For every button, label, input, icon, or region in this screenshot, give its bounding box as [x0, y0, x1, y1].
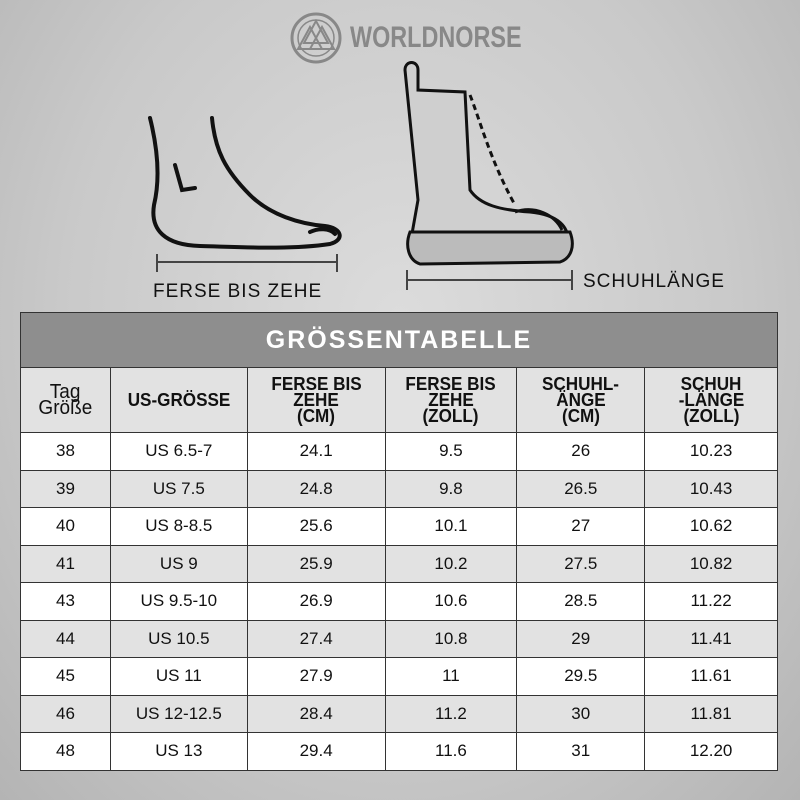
table-row: 48 US 13 29.4 11.6 31 12.20	[20, 732, 778, 771]
column-header: FERSE BIS ZEHE (CM)	[246, 367, 386, 433]
table-cell: 24.8	[246, 469, 386, 508]
table-cell: US 6.5-7	[109, 432, 248, 471]
table-cell: US 9.5-10	[109, 582, 248, 621]
column-header-line: FERSE BIS	[405, 374, 497, 394]
table-cell: 11.6	[384, 732, 518, 771]
table-cell: 11.41	[644, 619, 778, 658]
table-cell: 27.4	[246, 619, 386, 658]
valknut-logo-icon	[290, 12, 342, 64]
table-cell: 10.1	[384, 507, 518, 546]
column-header: FERSE BIS ZEHE (ZOLL)	[384, 367, 518, 433]
table-row: 43 US 9.5-10 26.9 10.6 28.5 11.22	[20, 582, 778, 621]
table-header-row: Tag Größe US-GRÖSSE FERSE BIS ZEHE (CM) FERSE …	[20, 367, 778, 433]
table-cell: 25.6	[246, 507, 386, 546]
table-cell: 10.82	[644, 544, 778, 583]
table-cell: 12.20	[644, 732, 778, 771]
table-cell: 27.9	[246, 657, 386, 696]
column-header-line: ZEHE	[428, 390, 474, 410]
table-cell: 10.23	[644, 432, 778, 471]
foot-label: FERSE BIS ZEHE	[153, 281, 323, 302]
column-header-line: ÄNGE	[556, 390, 606, 410]
table-cell: 10.6	[384, 582, 518, 621]
table-row: 46 US 12-12.5 28.4 11.2 30 11.81	[20, 694, 778, 733]
brand-name: WORLDNORSE	[350, 21, 522, 54]
table-cell: 26	[516, 432, 646, 471]
column-header: US-GRÖSSE	[109, 367, 248, 433]
size-table: GRÖSSENTABELLE Tag Größe US-GRÖSSE FERSE BI…	[20, 312, 778, 771]
table-cell: US 13	[109, 732, 248, 771]
table-cell: 39	[20, 469, 111, 508]
foot-icon	[148, 116, 342, 250]
table-row: 45 US 11 27.9 11 29.5 11.61	[20, 657, 778, 696]
table-cell: 25.9	[246, 544, 386, 583]
foot-measure-line	[156, 254, 338, 272]
column-header: Tag Größe	[20, 367, 111, 433]
table-cell: 43	[20, 582, 111, 621]
table-cell: US 10.5	[109, 619, 248, 658]
table-cell: 11.2	[384, 694, 518, 733]
table-cell: 10.62	[644, 507, 778, 546]
column-header-line: SCHUH	[680, 374, 742, 394]
column-header-line: Größe	[38, 397, 93, 419]
table-cell: 11.81	[644, 694, 778, 733]
table-cell: 11.61	[644, 657, 778, 696]
table-cell: 26.5	[516, 469, 646, 508]
table-cell: 24.1	[246, 432, 386, 471]
column-header: SCHUHL- ÄNGE (CM)	[516, 367, 646, 433]
table-row: 38 US 6.5-7 24.1 9.5 26 10.23	[20, 432, 778, 471]
table-cell: 26.9	[246, 582, 386, 621]
table-cell: 10.43	[644, 469, 778, 508]
table-cell: US 7.5	[109, 469, 248, 508]
table-cell: 45	[20, 657, 111, 696]
table-row: 41 US 9 25.9 10.2 27.5 10.82	[20, 544, 778, 583]
table-cell: 9.8	[384, 469, 518, 508]
table-cell: 27	[516, 507, 646, 546]
column-header-line: ZEHE	[293, 390, 339, 410]
table-cell: US 11	[109, 657, 248, 696]
table-cell: 48	[20, 732, 111, 771]
table-cell: 27.5	[516, 544, 646, 583]
boot-icon	[403, 61, 574, 266]
table-cell: 41	[20, 544, 111, 583]
table-cell: 44	[20, 619, 111, 658]
column-header-line: SCHUHL-	[542, 374, 620, 394]
table-cell: 10.8	[384, 619, 518, 658]
table-cell: 11	[384, 657, 518, 696]
table-cell: 38	[20, 432, 111, 471]
table-cell: 29.4	[246, 732, 386, 771]
table-cell: 46	[20, 694, 111, 733]
table-cell: US 12-12.5	[109, 694, 248, 733]
column-header-line: US-GRÖSSE	[127, 390, 231, 410]
table-cell: 31	[516, 732, 646, 771]
table-row: 44 US 10.5 27.4 10.8 29 11.41	[20, 619, 778, 658]
table-row: 40 US 8-8.5 25.6 10.1 27 10.62	[20, 507, 778, 546]
column-header-line: (ZOLL)	[422, 406, 479, 426]
column-header-line: -LÄNGE	[678, 390, 744, 410]
table-cell: 11.22	[644, 582, 778, 621]
column-header-line: (CM)	[297, 406, 336, 426]
column-header-line: FERSE BIS	[270, 374, 362, 394]
table-cell: 30	[516, 694, 646, 733]
table-cell: 40	[20, 507, 111, 546]
table-cell: US 9	[109, 544, 248, 583]
column-header: SCHUH -LÄNGE (ZOLL)	[644, 367, 778, 433]
boot-measure-line	[406, 270, 573, 290]
table-cell: 28.5	[516, 582, 646, 621]
column-header-line: (ZOLL)	[683, 406, 740, 426]
boot-label: SCHUHLÄNGE	[583, 271, 725, 292]
table-cell: 9.5	[384, 432, 518, 471]
table-row: 39 US 7.5 24.8 9.8 26.5 10.43	[20, 469, 778, 508]
table-cell: 29	[516, 619, 646, 658]
table-cell: 28.4	[246, 694, 386, 733]
table-cell: 29.5	[516, 657, 646, 696]
table-cell: 10.2	[384, 544, 518, 583]
table-title: GRÖSSENTABELLE	[20, 312, 778, 368]
column-header-line: (CM)	[561, 406, 600, 426]
column-header-line: Tag	[50, 381, 81, 403]
illustrations	[148, 61, 574, 290]
brand-logo: WORLDNORSE	[290, 12, 570, 64]
table-cell: US 8-8.5	[109, 507, 248, 546]
